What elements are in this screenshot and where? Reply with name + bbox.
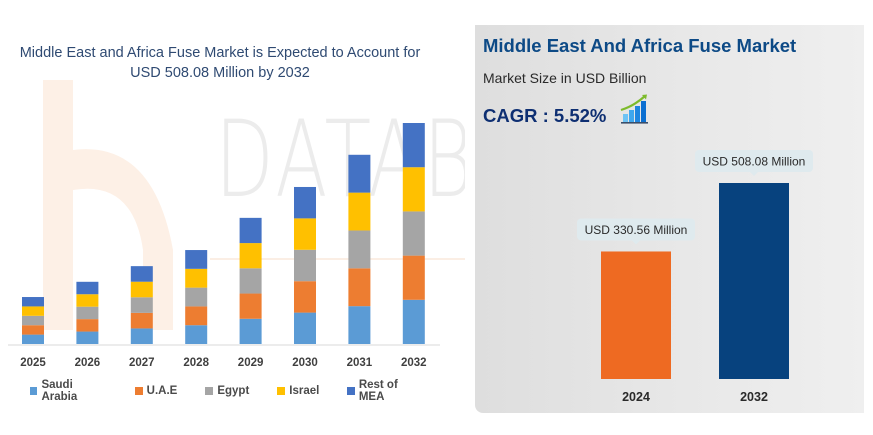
market-title: Middle East And Africa Fuse Market — [483, 35, 797, 56]
bar-stack-2032 — [402, 123, 425, 344]
bar-segment-israel-2030 — [294, 218, 316, 250]
legend-swatch — [205, 387, 214, 395]
x-tick-label: 2025 — [20, 357, 46, 369]
bar-segment-egypt-2026 — [76, 306, 99, 320]
bar-segment-u-a-e-2030 — [294, 281, 316, 313]
bar-segment-saudi-arabia-2027 — [130, 328, 153, 344]
market-subtitle: Market Size in USD Billion — [483, 70, 647, 86]
bar-segment-egypt-2031 — [348, 230, 371, 269]
bar-segment-u-a-e-2028 — [185, 306, 208, 326]
bar-segment-israel-2032 — [402, 167, 425, 212]
data-label-pointer — [750, 172, 758, 176]
x-tick-label: 2032 — [401, 357, 427, 369]
bar-segment-rest-of-mea-2028 — [185, 250, 208, 269]
market-size-bar-chart: USD 330.56 Million 2024 USD 508.08 Million… — [577, 150, 813, 404]
bar-segment-saudi-arabia-2026 — [76, 331, 99, 344]
bar-segment-rest-of-mea-2031 — [348, 154, 371, 193]
bar-segment-egypt-2029 — [239, 268, 262, 294]
legend-item: U.A.E — [134, 379, 178, 403]
left-chart-panel: DATAB Middle East and Africa Fuse Market… — [0, 43, 465, 403]
watermark-logo — [43, 80, 173, 330]
data-label-pointer — [632, 240, 640, 245]
bar-segment-rest-of-mea-2029 — [239, 217, 262, 244]
legend-swatch — [30, 387, 38, 395]
bar-segment-egypt-2030 — [294, 249, 316, 282]
bar-stack-2029 — [239, 217, 262, 344]
left-title-line2: USD 508.08 Million by 2032 — [130, 65, 310, 81]
left-title-line1: Middle East and Africa Fuse Market is Ex… — [19, 45, 421, 61]
legend-swatch — [347, 387, 355, 395]
x-tick-label: 2027 — [129, 357, 155, 369]
bar-segment-saudi-arabia-2028 — [185, 325, 208, 344]
legend-swatch — [277, 387, 286, 395]
x-tick-label: 2024 — [622, 390, 650, 404]
bar-stack-2028 — [185, 250, 208, 344]
legend-swatch — [134, 387, 143, 395]
bar-segment-egypt-2027 — [130, 297, 153, 313]
bar-segment-u-a-e-2032 — [402, 255, 425, 300]
bar-segment-rest-of-mea-2032 — [402, 123, 425, 168]
bar-segment-israel-2029 — [239, 243, 262, 269]
legend-item: Israel — [277, 379, 319, 403]
data-label-bubble — [695, 150, 813, 172]
bar-segment-u-a-e-2027 — [130, 312, 153, 329]
legend-item: Egypt — [205, 379, 249, 403]
bar-stack-2025 — [22, 297, 44, 344]
bar-segment-saudi-arabia-2031 — [348, 306, 371, 344]
bar-segment-saudi-arabia-2030 — [294, 312, 316, 344]
bar-segment-rest-of-mea-2025 — [22, 297, 44, 307]
data-label: USD 508.08 Million — [703, 155, 806, 169]
bar-segment-israel-2028 — [185, 268, 208, 288]
x-tick-label: 2032 — [740, 390, 768, 404]
legend-item: Rest of MEA — [347, 379, 422, 403]
market-bar-2032 — [719, 183, 789, 379]
bar-segment-u-a-e-2025 — [22, 325, 44, 335]
data-label: USD 330.56 Million — [585, 223, 688, 237]
left-chart-title: Middle East and Africa Fuse Market is Ex… — [0, 43, 440, 83]
bar-segment-u-a-e-2026 — [76, 319, 99, 332]
cagr-label: CAGR : 5.52% — [483, 105, 607, 126]
bar-segment-saudi-arabia-2025 — [22, 334, 44, 344]
legend-label: Egypt — [217, 385, 250, 397]
x-tick-label: 2028 — [183, 357, 209, 369]
legend-label: Israel — [289, 385, 320, 397]
bar-segment-egypt-2032 — [402, 211, 425, 256]
right-summary-panel: Middle East And Africa Fuse Market Marke… — [475, 25, 864, 413]
legend-label: Saudi Arabia — [41, 379, 78, 403]
bar-stack-2027 — [130, 266, 153, 344]
legend-label: Rest of MEA — [358, 379, 398, 403]
bar-segment-rest-of-mea-2026 — [76, 281, 99, 295]
stacked-bar-chart: 2025 2026 2027 2028 2029 2030 2031 2032 — [8, 123, 440, 369]
bar-stack-2026 — [76, 281, 99, 344]
x-tick-label: 2030 — [292, 357, 318, 369]
bar-segment-saudi-arabia-2032 — [402, 299, 425, 344]
bar-segment-israel-2025 — [22, 306, 44, 316]
watermark-line — [210, 258, 465, 260]
bar-segment-israel-2026 — [76, 294, 99, 307]
bar-segment-u-a-e-2029 — [239, 293, 262, 319]
market-bar-2024 — [601, 251, 671, 379]
bar-segment-egypt-2025 — [22, 315, 44, 326]
legend-item: Saudi Arabia — [30, 379, 107, 403]
bar-segment-israel-2031 — [348, 192, 371, 231]
x-tick-label: 2031 — [347, 357, 373, 369]
data-label-bubble — [577, 218, 695, 241]
growth-chart-icon — [620, 94, 648, 124]
bar-stack-2030 — [294, 186, 316, 344]
bar-segment-egypt-2028 — [185, 287, 208, 307]
bar-stack-2031 — [348, 154, 371, 344]
bar-segment-rest-of-mea-2027 — [130, 266, 153, 282]
bar-segment-saudi-arabia-2029 — [239, 318, 262, 344]
bar-segment-rest-of-mea-2030 — [294, 186, 316, 219]
x-tick-label: 2026 — [75, 357, 101, 369]
chart-legend: Saudi Arabia U.A.E Egypt Israel Rest of MEA — [30, 379, 450, 403]
bar-segment-u-a-e-2031 — [348, 268, 371, 307]
legend-label: U.A.E — [146, 385, 178, 397]
x-tick-label: 2029 — [238, 357, 264, 369]
bar-segment-israel-2027 — [130, 281, 153, 298]
